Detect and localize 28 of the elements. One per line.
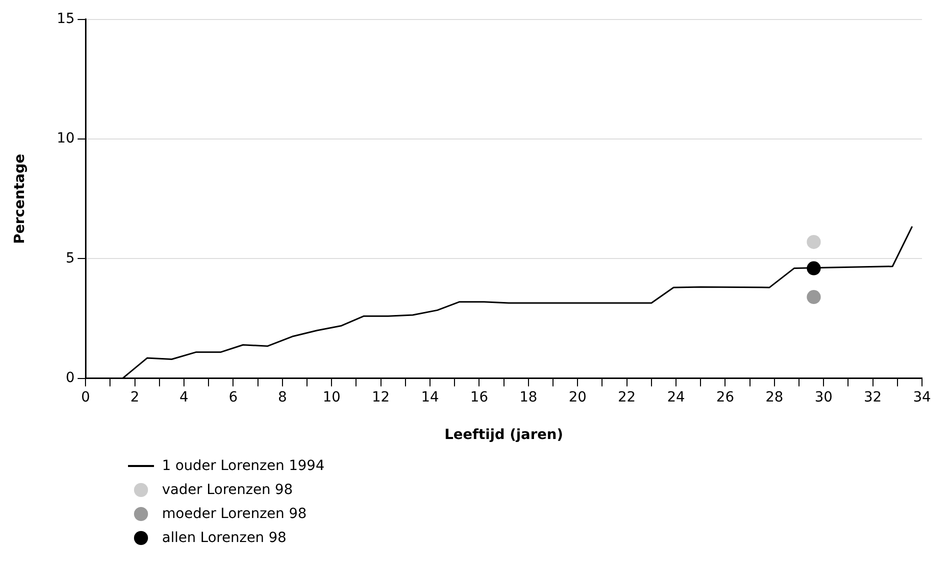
- x-tick-label: 2: [130, 389, 140, 406]
- x-tick-label: 16: [470, 389, 488, 406]
- x-tick-label: 10: [322, 389, 341, 406]
- x-tick-label: 20: [568, 389, 587, 406]
- legend-label: moeder Lorenzen 98: [162, 506, 307, 522]
- x-tick-label: 12: [372, 389, 390, 406]
- x-tick-label: 4: [180, 389, 189, 406]
- y-tick-label: 5: [66, 250, 75, 266]
- legend-label: allen Lorenzen 98: [162, 530, 286, 546]
- y-tick-label: 10: [56, 130, 75, 147]
- x-tick-label: 30: [814, 389, 833, 406]
- x-axis-title: Leeftijd (jaren): [444, 427, 564, 444]
- x-tick-label: 6: [228, 389, 238, 406]
- legend-label: 1 ouder Lorenzen 1994: [162, 458, 324, 474]
- x-tick-label: 24: [667, 389, 685, 406]
- x-tick-label: 8: [278, 389, 287, 406]
- legend-label: vader Lorenzen 98: [162, 482, 293, 498]
- x-tick-label: 18: [519, 389, 538, 406]
- x-tick-label: 26: [716, 389, 734, 406]
- x-tick-label: 34: [913, 389, 931, 406]
- y-tick-label: 0: [66, 370, 75, 386]
- y-axis-title: Percentage: [12, 154, 28, 244]
- y-tick-label: 15: [56, 11, 75, 28]
- x-tick-label: 0: [81, 389, 90, 406]
- x-tick-label: 14: [421, 389, 439, 406]
- x-tick-label: 32: [864, 389, 882, 406]
- x-tick-label: 28: [765, 389, 784, 406]
- x-tick-label: 22: [618, 389, 636, 406]
